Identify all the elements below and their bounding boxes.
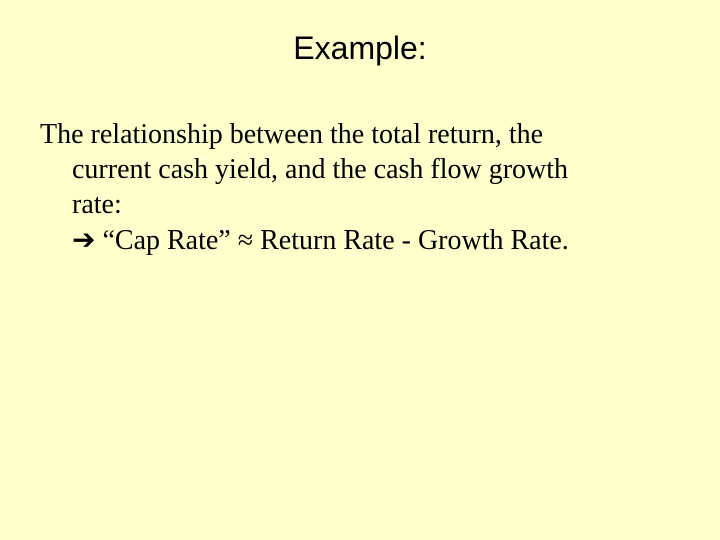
body-line-3: rate: <box>40 187 680 222</box>
body-line-1: The relationship between the total retur… <box>40 117 680 152</box>
slide-body: The relationship between the total retur… <box>40 117 680 258</box>
arrow-icon: ➔ <box>72 224 95 255</box>
slide-title: Example: <box>40 30 680 67</box>
body-line-2: current cash yield, and the cash flow gr… <box>40 152 680 187</box>
slide-container: Example: The relationship between the to… <box>0 0 720 540</box>
body-line-4-text: “Cap Rate” ≈ Return Rate - Growth Rate. <box>95 225 568 256</box>
body-line-4: ➔ “Cap Rate” ≈ Return Rate - Growth Rate… <box>40 222 680 258</box>
